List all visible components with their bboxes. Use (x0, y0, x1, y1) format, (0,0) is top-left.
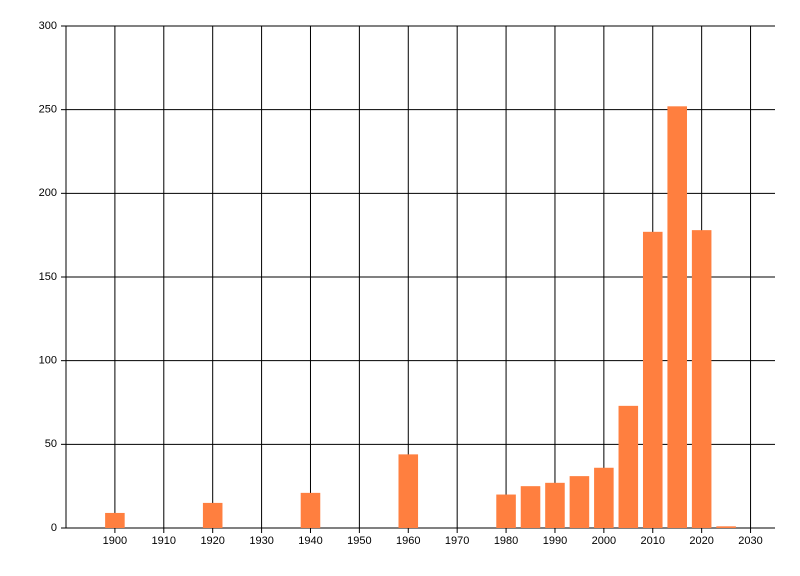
x-tick-label: 1900 (103, 535, 127, 547)
bar (398, 454, 419, 528)
y-tick-label: 100 (39, 355, 57, 367)
x-tick-label: 2000 (592, 535, 616, 547)
bar (496, 494, 516, 528)
bar (691, 230, 712, 528)
x-tick-label: 1980 (494, 535, 518, 547)
bar (618, 405, 639, 528)
x-tick-label: 1920 (200, 535, 224, 547)
bar (105, 512, 125, 528)
bar (300, 492, 321, 528)
bar (202, 502, 223, 528)
x-tick-label: 2010 (641, 535, 665, 547)
x-tick-label: 1970 (445, 535, 469, 547)
x-tick-label: 1990 (543, 535, 567, 547)
y-tick-label: 150 (39, 271, 57, 283)
x-tick-label: 1930 (249, 535, 273, 547)
x-tick-label: 2030 (738, 535, 762, 547)
y-tick-label: 50 (45, 438, 57, 450)
y-tick-label: 200 (39, 187, 57, 199)
y-tick-label: 250 (39, 104, 57, 116)
x-tick-label: 1940 (298, 535, 322, 547)
bar (569, 476, 590, 528)
y-tick-label: 0 (51, 522, 57, 534)
x-tick-label: 2020 (689, 535, 713, 547)
y-tick-label: 300 (39, 20, 57, 32)
bar (594, 467, 614, 528)
x-tick-label: 1950 (347, 535, 371, 547)
bar (545, 482, 565, 528)
bar (667, 106, 687, 528)
bar (520, 486, 541, 528)
x-tick-label: 1960 (396, 535, 420, 547)
bar (716, 526, 736, 528)
x-tick-label: 1910 (152, 535, 176, 547)
bar (642, 231, 663, 528)
